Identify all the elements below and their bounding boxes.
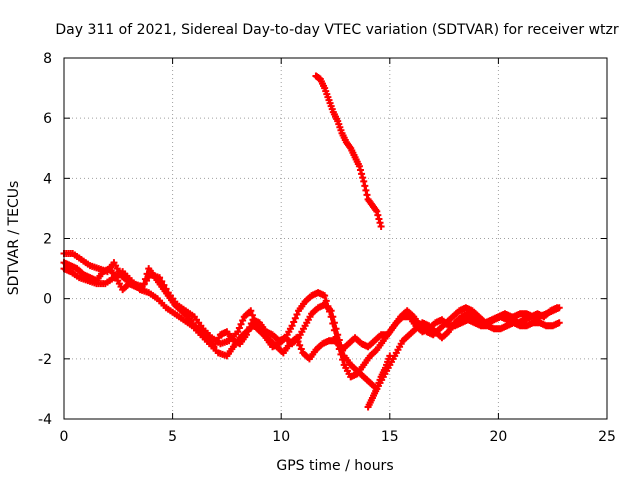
- data-point: [242, 331, 250, 339]
- data-points: [60, 72, 563, 411]
- data-point: [334, 331, 342, 339]
- data-point: [360, 177, 368, 185]
- chart-title: Day 311 of 2021, Sidereal Day-to-day VTE…: [55, 22, 619, 38]
- data-point: [373, 207, 381, 215]
- y-tick-label: 8: [43, 51, 52, 67]
- data-point: [555, 319, 563, 327]
- data-point: [377, 222, 385, 230]
- series-track-e: [364, 352, 394, 411]
- y-tick-label: 0: [43, 292, 52, 308]
- series-track-c: [60, 259, 563, 393]
- data-point: [339, 347, 347, 355]
- data-point: [359, 174, 367, 182]
- data-point: [376, 219, 384, 227]
- data-point: [374, 211, 382, 219]
- data-point: [329, 313, 337, 321]
- plot-frame: [63, 57, 608, 420]
- x-tick-label: 20: [489, 429, 507, 445]
- data-point: [386, 352, 394, 360]
- data-point: [297, 345, 305, 353]
- data-point: [337, 341, 345, 349]
- data-point: [141, 275, 149, 283]
- data-point: [244, 327, 252, 335]
- data-point: [291, 314, 299, 322]
- x-tick-label: 15: [381, 429, 399, 445]
- y-axis-label: SDTVAR / TECUs: [6, 181, 22, 296]
- data-point: [355, 162, 363, 170]
- data-point: [290, 318, 298, 326]
- data-point: [362, 186, 370, 194]
- data-point: [332, 325, 340, 333]
- data-point: [138, 286, 146, 294]
- data-point: [375, 215, 383, 223]
- data-point: [234, 328, 242, 336]
- x-axis-label: GPS time / hours: [276, 458, 393, 474]
- data-point: [237, 320, 245, 328]
- data-point: [356, 166, 364, 174]
- data-point: [296, 341, 304, 349]
- data-point: [235, 324, 243, 332]
- data-point: [361, 182, 369, 190]
- x-tick-label: 5: [168, 429, 177, 445]
- x-tick-label: 0: [60, 429, 69, 445]
- data-point: [555, 304, 563, 312]
- series-track-d: [312, 72, 385, 230]
- y-tick-label: 4: [43, 171, 52, 187]
- y-tick-label: 6: [43, 111, 52, 127]
- data-point: [335, 336, 343, 344]
- data-point: [363, 191, 371, 199]
- data-point: [293, 310, 301, 318]
- data-point: [246, 323, 254, 331]
- data-point: [247, 307, 255, 315]
- grid: [64, 58, 607, 419]
- x-tick-label: 10: [272, 429, 290, 445]
- y-tick-label: -2: [38, 352, 52, 368]
- data-point: [327, 307, 335, 315]
- data-point: [140, 280, 148, 288]
- y-tick-label: 2: [43, 232, 52, 248]
- data-point: [239, 316, 247, 324]
- x-tick-label: 25: [598, 429, 616, 445]
- data-point: [288, 322, 296, 330]
- y-tick-label: -4: [38, 412, 52, 428]
- data-point: [330, 319, 338, 327]
- data-point: [321, 292, 329, 300]
- data-point: [358, 170, 366, 178]
